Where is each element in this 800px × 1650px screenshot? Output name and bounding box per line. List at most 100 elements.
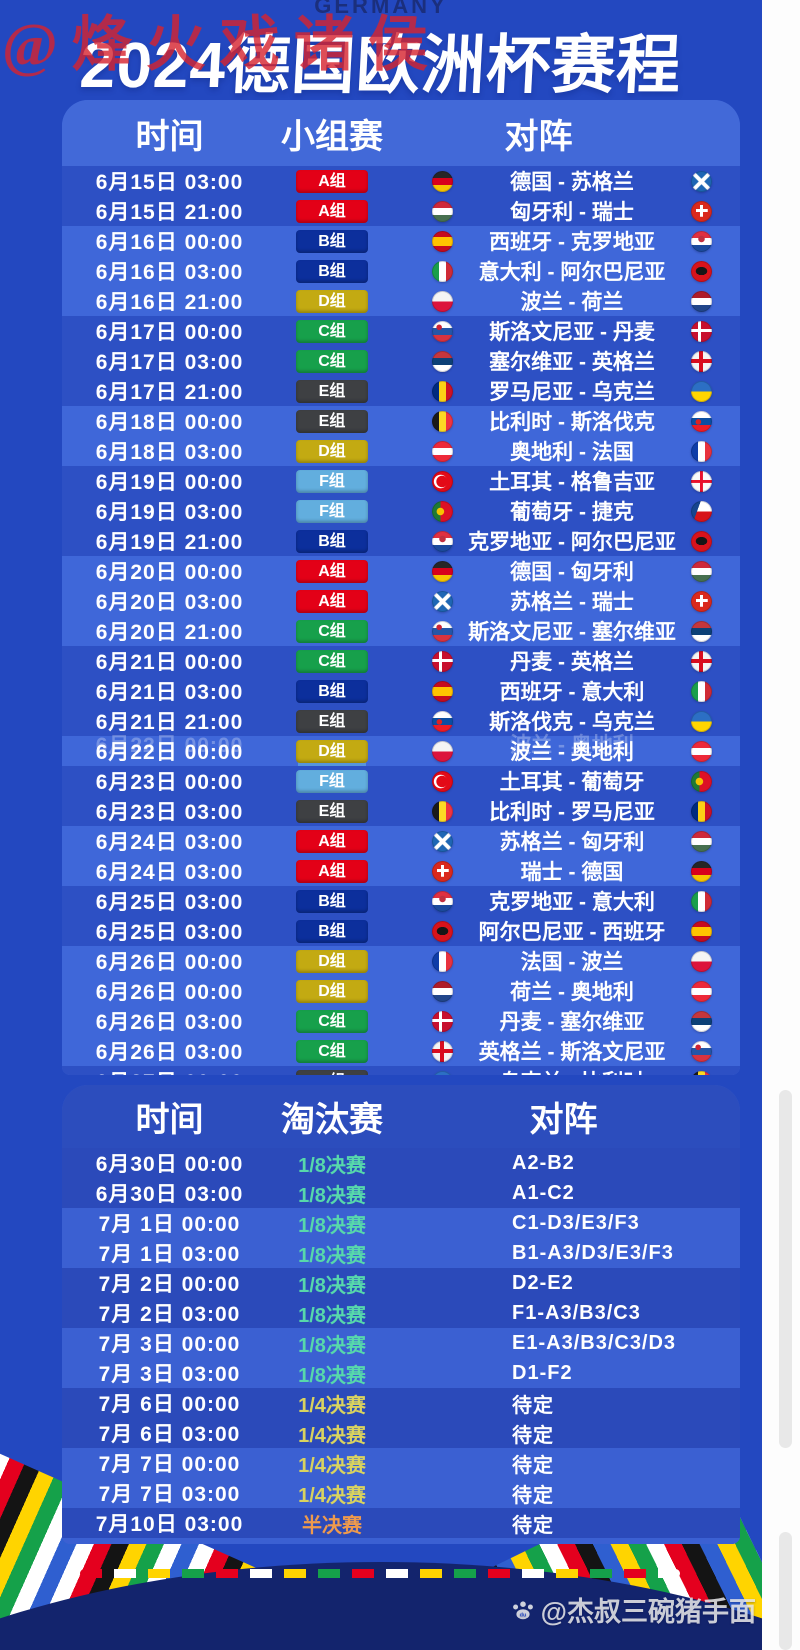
matchup: 土耳其 - 葡萄牙 [499,771,645,794]
group-badge-box: A组 [277,169,387,193]
group-badge: B组 [296,679,368,703]
away-flag-icon [691,1010,712,1032]
table-row: 6月26日 00:00 D组 荷兰 - 奥地利 [62,976,740,1006]
paw-icon: du [512,1600,533,1619]
group-badge: C组 [296,1039,368,1063]
group-badge: C组 [296,319,368,343]
group-badge: C组 [296,619,368,643]
matchup: F1-A3/B3/C3 [512,1301,641,1324]
svg-text:du: du [519,1612,526,1618]
matchup: B1-A3/D3/E3/F3 [512,1241,674,1264]
group-badge: A组 [296,169,368,193]
group-badge: F组 [296,469,368,493]
matchup: 乌克兰 - 比利时 [453,1066,691,1075]
matchup: E1-A3/B3/C3/D3 [512,1331,677,1354]
home-flag-icon [432,470,453,492]
match-time: 6月20日 03:00 [95,591,244,614]
group-badge-box: B组 [277,529,387,553]
match-time: 6月21日 00:00 [95,651,244,674]
matchup: 待定 [512,1514,554,1537]
table-row: 6月23日 00:00 F组 土耳其 - 葡萄牙 [62,766,740,796]
table-row: 6月24日 03:00 A组 瑞士 - 德国 [62,856,740,886]
table-row: 6月16日 21:00 D组 波兰 - 荷兰 [62,286,740,316]
away-flag-icon [691,920,712,942]
group-badge-box: F组 [277,769,387,793]
home-flag-icon [432,1070,453,1075]
table-row: 6月19日 03:00 F组 葡萄牙 - 捷克 [62,496,740,526]
table-row: 6月25日 03:00 B组 克罗地亚 - 意大利 [62,886,740,916]
column-header-matchup: 对阵 [504,117,573,156]
match-time: 6月25日 03:00 [95,891,244,914]
match-time: 7月 3日 00:00 [98,1333,241,1356]
home-flag-icon [432,590,453,612]
matchup: 斯洛伐克 - 乌克兰 [489,711,655,734]
away-flag-icon [691,860,712,882]
match-time: 6月24日 03:00 [95,831,244,854]
knockout-stage-label: 1/8决赛 [298,1184,366,1207]
match-time: 6月19日 00:00 [95,471,244,494]
match-time: 6月25日 03:00 [95,921,244,944]
table-row: 6月24日 03:00 A组 苏格兰 - 匈牙利 [62,826,740,856]
table-row: 6月23日 03:00 E组 比利时 - 罗马尼亚 [62,796,740,826]
match-time: 7月10日 03:00 [95,1513,244,1536]
column-header-time: 时间 [135,117,204,156]
away-flag-icon [691,530,712,552]
knockout-stage-label: 半决赛 [302,1514,362,1537]
group-badge: B组 [296,889,368,913]
home-flag-icon [432,440,453,462]
group-badge: E组 [296,709,368,733]
home-flag-icon [432,350,453,372]
matchup: 葡萄牙 - 捷克 [510,501,634,524]
knockout-stage-label: 1/8决赛 [298,1244,366,1267]
home-flag-icon [432,950,453,972]
away-flag-icon [691,620,712,642]
group-badge: A组 [296,199,368,223]
group-badge-box: E组 [277,1069,387,1075]
matchup: 斯洛文尼亚 - 丹麦 [489,321,655,344]
away-flag-icon [691,560,712,582]
match-time: 6月23日 00:00 [95,771,244,794]
group-badge-box: B组 [277,679,387,703]
knockout-rows: 6月30日 00:00 1/8决赛 A2-B2 6月30日 03:00 1/8决… [62,1148,740,1544]
scrollbar-thumb[interactable] [779,1090,792,1448]
group-badge: A组 [296,859,368,883]
home-flag-icon [432,620,453,642]
matchup: 克罗地亚 - 意大利 [489,891,655,914]
home-flag-icon [432,290,453,312]
matchup: 土耳其 - 格鲁吉亚 [489,471,655,494]
matchup: 德国 - 匈牙利 [510,561,634,584]
home-flag-icon [432,500,453,522]
matchup: A2-B2 [512,1151,575,1174]
matchup: 比利时 - 斯洛伐克 [489,411,655,434]
matchup: 克罗地亚 - 阿尔巴尼亚 [468,531,676,554]
group-badge-box: A组 [277,199,387,223]
group-badge: B组 [296,259,368,283]
matchup: 待定 [387,1539,740,1545]
match-time: 7月 7日 03:00 [98,1483,241,1506]
away-flag-icon [691,890,712,912]
away-flag-icon [691,590,712,612]
table-row: 7月 2日 03:00 1/8决赛 F1-A3/B3/C3 [62,1298,740,1328]
match-time: 6月21日 21:00 [95,711,244,734]
group-badge-box: E组 [277,409,387,433]
match-time: 6月20日 21:00 [95,621,244,644]
scrollbar-thumb[interactable] [779,1532,792,1650]
match-time: 6月16日 21:00 [95,291,244,314]
table-row: 6月19日 21:00 B组 克罗地亚 - 阿尔巴尼亚 [62,526,740,556]
germany-label: GERMANY [314,0,448,18]
scrollbar-track [762,0,800,1650]
home-flag-icon [432,230,453,252]
table-row: 6月26日 03:00 C组 英格兰 - 斯洛文尼亚 [62,1036,740,1066]
match-time: 6月16日 00:00 [95,231,244,254]
watermark-bottom: du @杰叔三碗猪手面 [511,1590,756,1629]
matchup: 待定 [512,1424,554,1447]
group-badge: D组 [296,289,368,313]
matchup: 英格兰 - 斯洛文尼亚 [478,1041,666,1064]
watermark-bottom-text: @杰叔三碗猪手面 [540,1597,756,1627]
table-row: 7月 7日 00:00 1/4决赛 待定 [62,1448,740,1478]
home-flag-icon [432,680,453,702]
match-time: 7月 3日 03:00 [98,1363,241,1386]
knockout-table: 时间 淘汰赛 对阵 6月30日 00:00 1/8决赛 A2-B2 6月30日 … [62,1085,740,1544]
matchup: 法国 - 波兰 [520,951,624,974]
matchup: 奥地利 - 法国 [510,441,634,464]
